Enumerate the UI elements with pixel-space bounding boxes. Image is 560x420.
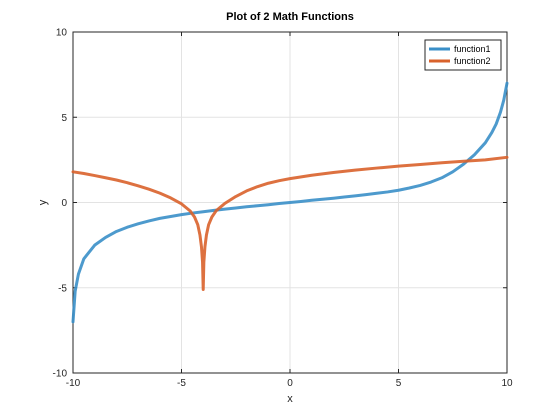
y-tick-label: -10 bbox=[53, 369, 68, 380]
x-tick-label: -10 bbox=[66, 378, 81, 389]
legend-label-function2: function2 bbox=[454, 56, 491, 66]
legend-label-function1: function1 bbox=[454, 44, 491, 54]
y-tick-label: 5 bbox=[61, 113, 67, 124]
y-tick-label: 0 bbox=[61, 198, 67, 209]
x-tick-label: 10 bbox=[501, 378, 513, 389]
plot-area: -10 -5 0 5 10 -10 -5 0 5 10 Plot of 2 Math Functio… bbox=[37, 11, 513, 405]
y-tick-label: -5 bbox=[58, 283, 67, 294]
series-line-function1 bbox=[71, 81, 509, 324]
x-tick-label: 5 bbox=[396, 378, 402, 389]
x-axis-label: x bbox=[287, 393, 293, 405]
x-tick-label: 0 bbox=[287, 378, 293, 389]
legend-box bbox=[424, 39, 502, 71]
x-tick-label: -5 bbox=[177, 378, 186, 389]
series-line-function2 bbox=[71, 155, 509, 291]
y-tick-label: 10 bbox=[56, 28, 68, 39]
y-axis-label: y bbox=[37, 199, 49, 205]
chart-title: Plot of 2 Math Functions bbox=[226, 11, 354, 23]
